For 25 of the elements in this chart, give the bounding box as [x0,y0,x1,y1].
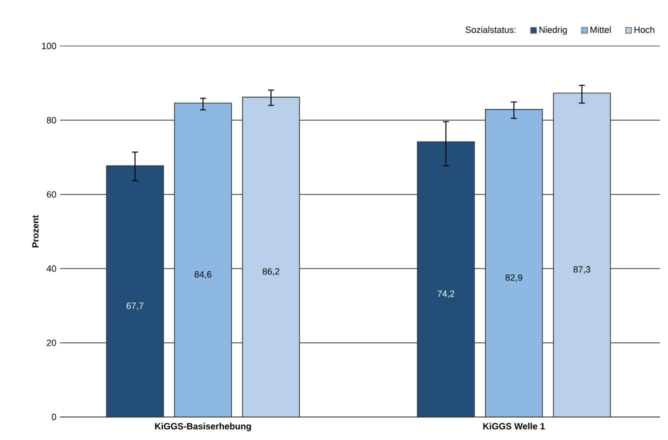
y-tick-label: 40 [46,265,56,272]
x-tick-label: KiGGS Welle 1 [483,422,545,430]
legend-title: Sozialstatus: [466,26,516,33]
data-label: 86,2 [262,268,280,276]
y-tick-label: 80 [46,117,56,124]
y-tick-label: 60 [46,191,56,198]
bar [242,96,300,418]
bar [552,92,611,418]
legend-label: Hoch [634,26,654,33]
data-label: 67,7 [126,302,144,310]
data-label: 87,3 [574,266,590,274]
data-label: 74,2 [438,290,454,298]
data-label: 84,6 [194,271,212,279]
data-label: 82,9 [506,274,522,282]
bar [106,165,164,418]
y-tick-label: 0 [52,414,56,420]
y-tick-label: 20 [46,340,56,346]
y-tick-label: 100 [42,42,56,50]
bar [484,109,543,418]
x-tick-label: KiGGS-Basiserhebung [155,422,251,432]
legend-label: Niedrig [540,26,567,35]
legend-label: Mittel [590,26,611,33]
bar [416,141,475,418]
bar [174,102,232,418]
y-axis-title: Prozent [32,215,39,248]
